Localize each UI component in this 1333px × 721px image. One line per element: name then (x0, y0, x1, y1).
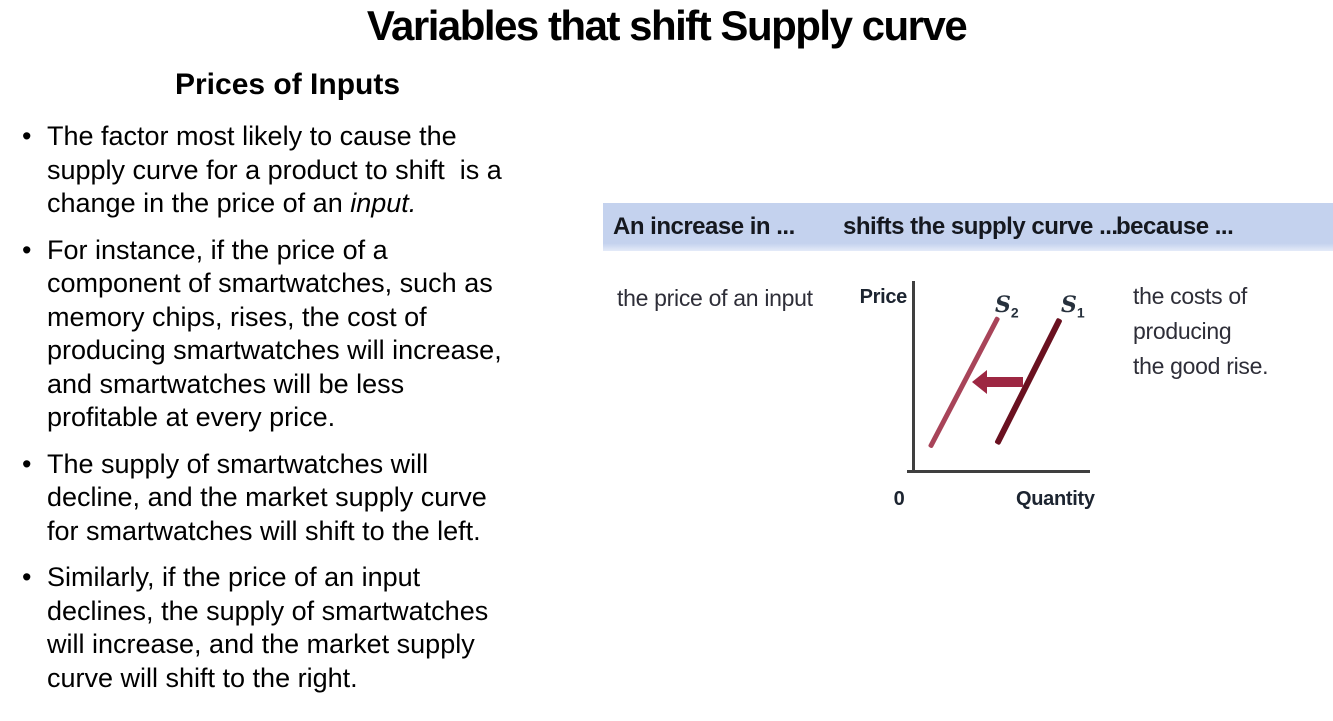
bullet-text: The factor most likely to cause the supp… (47, 120, 502, 221)
bullet-item: • The factor most likely to cause the su… (22, 120, 642, 221)
bullet-text: For instance, if the price of a componen… (47, 234, 502, 435)
bullet-text-main: For instance, if the price of a componen… (47, 234, 502, 433)
figure-header-shifts: shifts the supply curve ... (843, 213, 1118, 240)
x-axis-label: Quantity (1016, 488, 1095, 510)
bullet-marker: • (22, 121, 32, 151)
slide-title: Variables that shift Supply curve (366, 2, 968, 49)
figure-cell-reason: the costs of producing the good rise. (1133, 283, 1269, 379)
figure-cell-cause: the price of an input (617, 285, 813, 311)
y-axis-label: Price (859, 286, 908, 308)
bullet-text-italic: input. (350, 188, 417, 218)
bullet-text-main: The factor most likely to cause the supp… (47, 121, 502, 218)
bullet-text-main: Similarly, if the price of an input decl… (47, 562, 489, 693)
bullet-item: • The supply of smartwatches will declin… (22, 448, 642, 549)
figure-header-increase: An increase in ... (613, 213, 795, 240)
s1-curve-label: S1 (1061, 292, 1085, 320)
origin-label: 0 (893, 488, 905, 510)
bullet-item: • For instance, if the price of a compon… (22, 234, 642, 435)
bullet-list: • The factor most likely to cause the su… (22, 120, 642, 708)
figure-header-because: because ... (1116, 213, 1234, 240)
s2-label-subscript: 2 (1010, 304, 1019, 321)
bullet-marker: • (22, 448, 32, 479)
supply-shift-chart: Price 0 Quantity S2 S1 (855, 270, 1105, 520)
s2-curve-label: S2 (995, 292, 1019, 320)
bullet-text: Similarly, if the price of an input decl… (47, 561, 488, 695)
figure-header-band: An increase in ... shifts the supply cur… (603, 203, 1333, 251)
s2-label-base: S (995, 292, 1011, 318)
bullet-text-main: The supply of smartwatches will decline,… (47, 448, 487, 546)
x-axis (907, 470, 1090, 473)
left-shift-arrow-icon (972, 370, 1024, 394)
y-axis (912, 281, 915, 473)
arrow-shaft (986, 377, 1023, 387)
s1-label-base: S (1061, 292, 1077, 318)
bullet-item: • Similarly, if the price of an input de… (22, 561, 642, 695)
bullet-text: The supply of smartwatches will decline,… (47, 448, 487, 549)
bullet-marker: • (22, 234, 32, 265)
s1-label-subscript: 1 (1076, 304, 1085, 321)
section-heading: Prices of Inputs (175, 68, 401, 101)
arrow-head (972, 370, 987, 394)
bullet-marker: • (22, 562, 32, 592)
